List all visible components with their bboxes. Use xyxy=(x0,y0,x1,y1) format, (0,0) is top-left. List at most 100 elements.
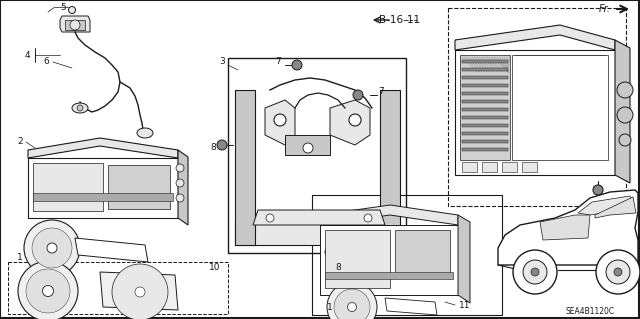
Bar xyxy=(325,272,453,279)
Circle shape xyxy=(349,114,361,126)
Text: 1: 1 xyxy=(327,303,333,313)
Ellipse shape xyxy=(18,261,78,319)
Text: 7: 7 xyxy=(378,87,384,97)
Polygon shape xyxy=(380,90,400,245)
Text: Fr.: Fr. xyxy=(599,4,611,14)
Ellipse shape xyxy=(334,289,370,319)
Bar xyxy=(325,230,390,288)
Ellipse shape xyxy=(32,228,72,268)
Circle shape xyxy=(353,90,363,100)
Text: 11: 11 xyxy=(460,300,471,309)
Text: B-16-11: B-16-11 xyxy=(380,15,420,25)
Text: 1: 1 xyxy=(17,254,23,263)
Bar xyxy=(448,8,626,206)
Text: 3: 3 xyxy=(219,57,225,66)
Text: 5: 5 xyxy=(60,3,66,11)
Bar xyxy=(462,162,477,172)
Polygon shape xyxy=(578,196,635,215)
Bar xyxy=(462,68,508,71)
Bar xyxy=(462,124,508,127)
Polygon shape xyxy=(615,40,630,183)
Polygon shape xyxy=(460,55,510,160)
Circle shape xyxy=(325,247,335,257)
Polygon shape xyxy=(285,135,330,155)
Bar xyxy=(108,165,170,209)
Circle shape xyxy=(606,260,630,284)
Circle shape xyxy=(303,143,313,153)
Text: 8: 8 xyxy=(210,144,216,152)
Circle shape xyxy=(217,140,227,150)
Bar xyxy=(33,163,103,211)
Bar xyxy=(312,195,502,315)
Circle shape xyxy=(292,60,302,70)
Text: 6: 6 xyxy=(43,57,49,66)
Circle shape xyxy=(513,250,557,294)
Circle shape xyxy=(176,179,184,187)
Circle shape xyxy=(593,185,603,195)
Bar xyxy=(462,92,508,95)
Bar xyxy=(395,230,450,274)
Bar xyxy=(482,162,497,172)
Circle shape xyxy=(523,260,547,284)
Polygon shape xyxy=(320,205,458,225)
Bar xyxy=(462,140,508,143)
Text: 8: 8 xyxy=(335,263,341,271)
Bar xyxy=(502,162,517,172)
Circle shape xyxy=(348,302,356,311)
Text: 7: 7 xyxy=(275,57,281,66)
Polygon shape xyxy=(385,298,437,315)
Bar xyxy=(462,116,508,119)
Polygon shape xyxy=(540,215,590,240)
Ellipse shape xyxy=(327,282,377,319)
Polygon shape xyxy=(498,190,638,265)
Polygon shape xyxy=(455,50,615,175)
Circle shape xyxy=(619,134,631,146)
Polygon shape xyxy=(320,225,458,295)
Circle shape xyxy=(266,214,274,222)
Circle shape xyxy=(135,287,145,297)
Bar xyxy=(462,108,508,111)
Polygon shape xyxy=(265,100,295,145)
Bar xyxy=(522,162,537,172)
Text: 2: 2 xyxy=(17,137,23,146)
Circle shape xyxy=(364,214,372,222)
Circle shape xyxy=(614,268,622,276)
Polygon shape xyxy=(455,25,615,50)
Circle shape xyxy=(68,6,76,13)
Circle shape xyxy=(176,194,184,202)
Bar xyxy=(8,262,228,314)
Bar xyxy=(228,58,406,253)
Ellipse shape xyxy=(70,20,80,30)
Bar xyxy=(462,148,508,151)
Bar xyxy=(515,55,605,125)
Polygon shape xyxy=(235,220,398,245)
Ellipse shape xyxy=(137,128,153,138)
Text: 4: 4 xyxy=(24,50,30,60)
Text: 10: 10 xyxy=(209,263,221,272)
Bar xyxy=(462,132,508,135)
Polygon shape xyxy=(512,55,608,160)
Circle shape xyxy=(47,243,57,253)
Ellipse shape xyxy=(112,264,168,319)
Circle shape xyxy=(617,82,633,98)
Polygon shape xyxy=(595,197,636,218)
Polygon shape xyxy=(75,238,148,262)
Ellipse shape xyxy=(72,103,88,113)
Circle shape xyxy=(77,105,83,111)
Polygon shape xyxy=(235,90,255,245)
Polygon shape xyxy=(178,150,188,225)
Circle shape xyxy=(176,164,184,172)
Polygon shape xyxy=(330,100,370,145)
Bar xyxy=(462,60,508,63)
Polygon shape xyxy=(458,215,470,303)
Circle shape xyxy=(617,107,633,123)
Polygon shape xyxy=(28,158,178,218)
Circle shape xyxy=(42,286,54,296)
Polygon shape xyxy=(28,138,178,158)
Polygon shape xyxy=(60,16,90,32)
Circle shape xyxy=(596,250,640,294)
Ellipse shape xyxy=(24,220,80,276)
Circle shape xyxy=(274,114,286,126)
Polygon shape xyxy=(100,272,178,310)
Text: SEA4B1120C: SEA4B1120C xyxy=(565,308,614,316)
